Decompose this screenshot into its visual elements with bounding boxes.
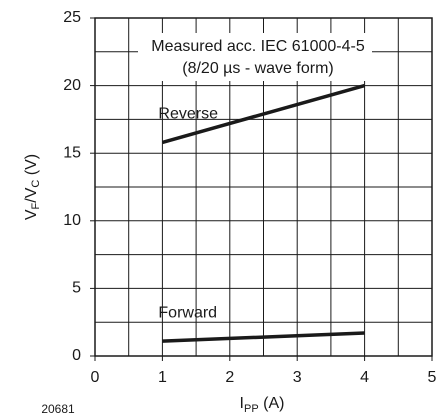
label-sub: PP — [244, 403, 259, 415]
series-line — [161, 83, 366, 145]
label-part: /V — [23, 187, 40, 202]
series-line — [162, 331, 365, 343]
x-tick-label: 5 — [428, 369, 437, 386]
label-part: I — [240, 395, 244, 412]
annotation: (8/20 µs - wave form) — [182, 60, 333, 77]
y-tick-label: 10 — [63, 212, 81, 229]
y-axis-label: VF/VC (V) — [23, 154, 42, 220]
y-tick-label: 5 — [72, 280, 81, 297]
annotation-box — [138, 33, 372, 81]
label-part: (V) — [23, 154, 40, 180]
x-tick-label: 0 — [91, 369, 100, 386]
annotation: Measured acc. IEC 61000-4-5 — [151, 38, 365, 55]
x-tick-label: 4 — [360, 369, 369, 386]
label-sub: F — [30, 202, 42, 209]
x-tick-label: 2 — [225, 369, 234, 386]
label-sub: C — [30, 180, 42, 188]
series-label: Forward — [158, 304, 217, 321]
series-label: Reverse — [158, 106, 218, 123]
figure-id: 20681 — [41, 402, 75, 416]
x-tick-label: 1 — [158, 369, 167, 386]
y-tick-label: 0 — [72, 347, 81, 364]
y-tick-label: 25 — [63, 9, 81, 26]
label-part: (A) — [259, 395, 285, 412]
x-tick-label: 3 — [293, 369, 302, 386]
plot-frame — [94, 17, 433, 357]
y-tick-label: 15 — [63, 144, 81, 161]
y-tick-label: 20 — [63, 77, 81, 94]
x-axis-label: IPP (A) — [240, 395, 285, 415]
label-part: V — [23, 209, 40, 220]
